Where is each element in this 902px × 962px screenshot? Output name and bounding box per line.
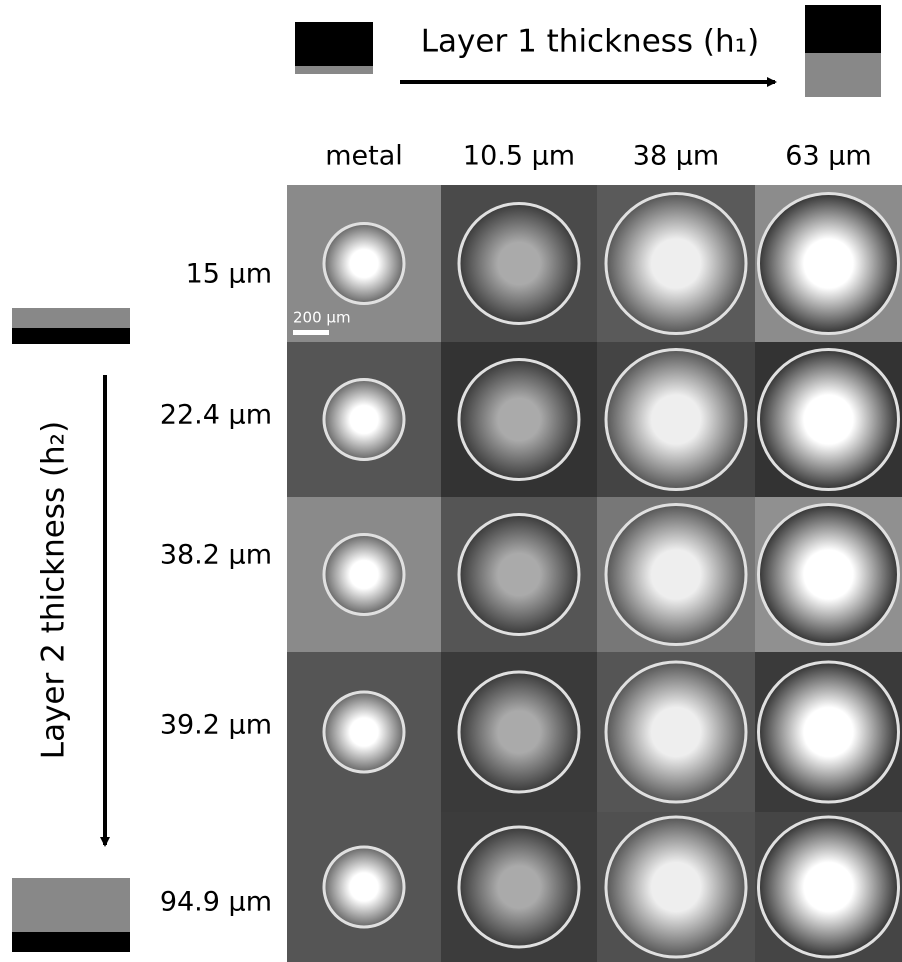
figure: Layer 1 thickness (h₁) Layer 2 thickness…	[0, 0, 902, 962]
droplet	[324, 692, 404, 772]
droplet	[324, 535, 404, 615]
layer-icon	[12, 328, 130, 344]
row-label: 38.2 μm	[160, 540, 272, 571]
droplet	[459, 672, 579, 792]
column-label: 38 μm	[633, 141, 719, 172]
droplet	[459, 515, 579, 635]
image-grid	[287, 185, 902, 962]
droplet	[606, 505, 746, 645]
column-label: metal	[325, 141, 403, 172]
scale-bar-label: 200 μm	[293, 309, 351, 327]
droplet	[606, 194, 746, 334]
header-title: Layer 1 thickness (h₁)	[421, 24, 759, 60]
droplet	[759, 817, 899, 957]
droplet	[759, 350, 899, 490]
row-label: 15 μm	[186, 259, 272, 290]
side-title: Layer 2 thickness (h₂)	[36, 421, 72, 759]
droplet	[324, 224, 404, 304]
droplet	[759, 662, 899, 802]
droplet	[324, 380, 404, 460]
droplet	[606, 350, 746, 490]
droplet	[759, 194, 899, 334]
layer-icon	[295, 66, 373, 74]
droplet	[759, 505, 899, 645]
layer-icon	[12, 932, 130, 952]
layer-icon	[295, 22, 373, 66]
droplet	[324, 847, 404, 927]
scale-bar	[293, 330, 329, 335]
layer-icon	[805, 5, 881, 53]
column-label: 63 μm	[785, 141, 871, 172]
layer-icon	[12, 308, 130, 328]
column-label: 10.5 μm	[463, 141, 575, 172]
layer-icon	[12, 878, 130, 932]
row-label: 22.4 μm	[160, 400, 272, 431]
layer-icon	[805, 53, 881, 97]
droplet	[606, 662, 746, 802]
droplet	[459, 204, 579, 324]
row-label: 39.2 μm	[160, 710, 272, 741]
droplet	[459, 360, 579, 480]
droplet	[606, 817, 746, 957]
droplet	[459, 827, 579, 947]
row-label: 94.9 μm	[160, 887, 272, 918]
